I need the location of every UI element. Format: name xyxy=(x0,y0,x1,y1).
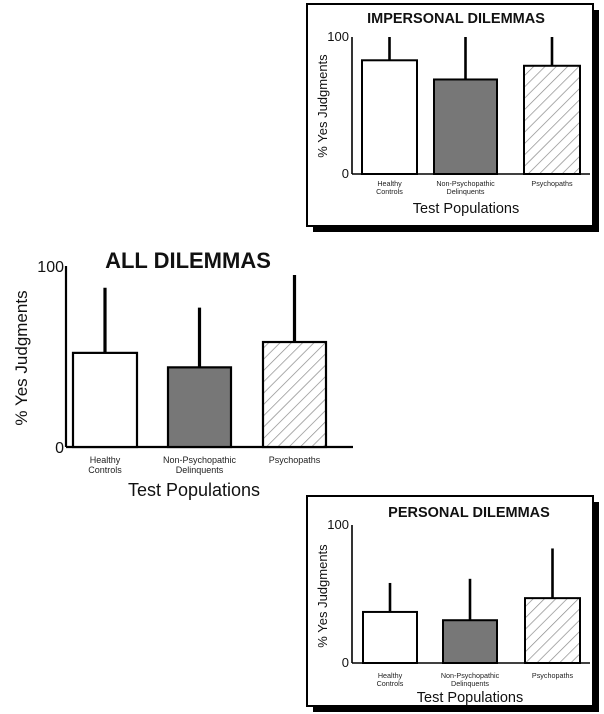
category-label: Psychopaths xyxy=(532,671,574,680)
y-tick-label: 100 xyxy=(327,29,349,44)
chart-personal: PERSONAL DILEMMAS % Yes Judgments 100 0 Heal… xyxy=(306,495,599,712)
x-axis-label: Test Populations xyxy=(128,480,260,500)
chart-title: PERSONAL DILEMMAS xyxy=(388,505,550,521)
chart-title: ALL DILEMMAS xyxy=(105,248,271,273)
bar xyxy=(523,64,581,175)
x-axis-label: Test Populations xyxy=(413,201,519,217)
category-label: Non-Psychopathic Delinquents xyxy=(441,671,500,688)
y-tick-label: 100 xyxy=(37,259,64,276)
category-label: Non-Psychopathic Delinquents xyxy=(436,179,495,196)
y-axis-label: % Yes Judgments xyxy=(315,54,330,158)
category-label: Psychopaths xyxy=(269,455,321,465)
y-tick-label: 100 xyxy=(327,517,349,532)
bar xyxy=(442,619,498,664)
category-label: Healthy Controls xyxy=(376,179,403,196)
bar xyxy=(261,340,328,449)
bar xyxy=(71,351,139,449)
bar xyxy=(362,610,418,665)
bar xyxy=(166,366,233,449)
bar xyxy=(361,59,418,175)
y-tick-label: 0 xyxy=(342,166,349,181)
y-axis-label: % Yes Judgments xyxy=(315,544,330,648)
y-axis-label: % Yes Judgments xyxy=(12,290,31,425)
chart-all: ALL DILEMMAS % Yes Judgments 100 0 Healthy Co… xyxy=(12,248,353,500)
category-label: Healthy Controls xyxy=(88,455,122,475)
bar xyxy=(524,597,581,665)
chart-title: IMPERSONAL DILEMMAS xyxy=(367,11,545,27)
category-label: Non-Psychopathic Delinquents xyxy=(163,455,237,475)
category-label: Psychopaths xyxy=(531,179,573,188)
chart-impersonal: IMPERSONAL DILEMMAS % Yes Judgments 100 0 He… xyxy=(306,3,599,232)
x-axis-label: Test Populations xyxy=(417,690,523,706)
y-tick-label: 0 xyxy=(55,440,64,457)
category-label: Healthy Controls xyxy=(377,671,404,688)
y-tick-label: 0 xyxy=(342,655,349,670)
bar xyxy=(433,78,498,175)
